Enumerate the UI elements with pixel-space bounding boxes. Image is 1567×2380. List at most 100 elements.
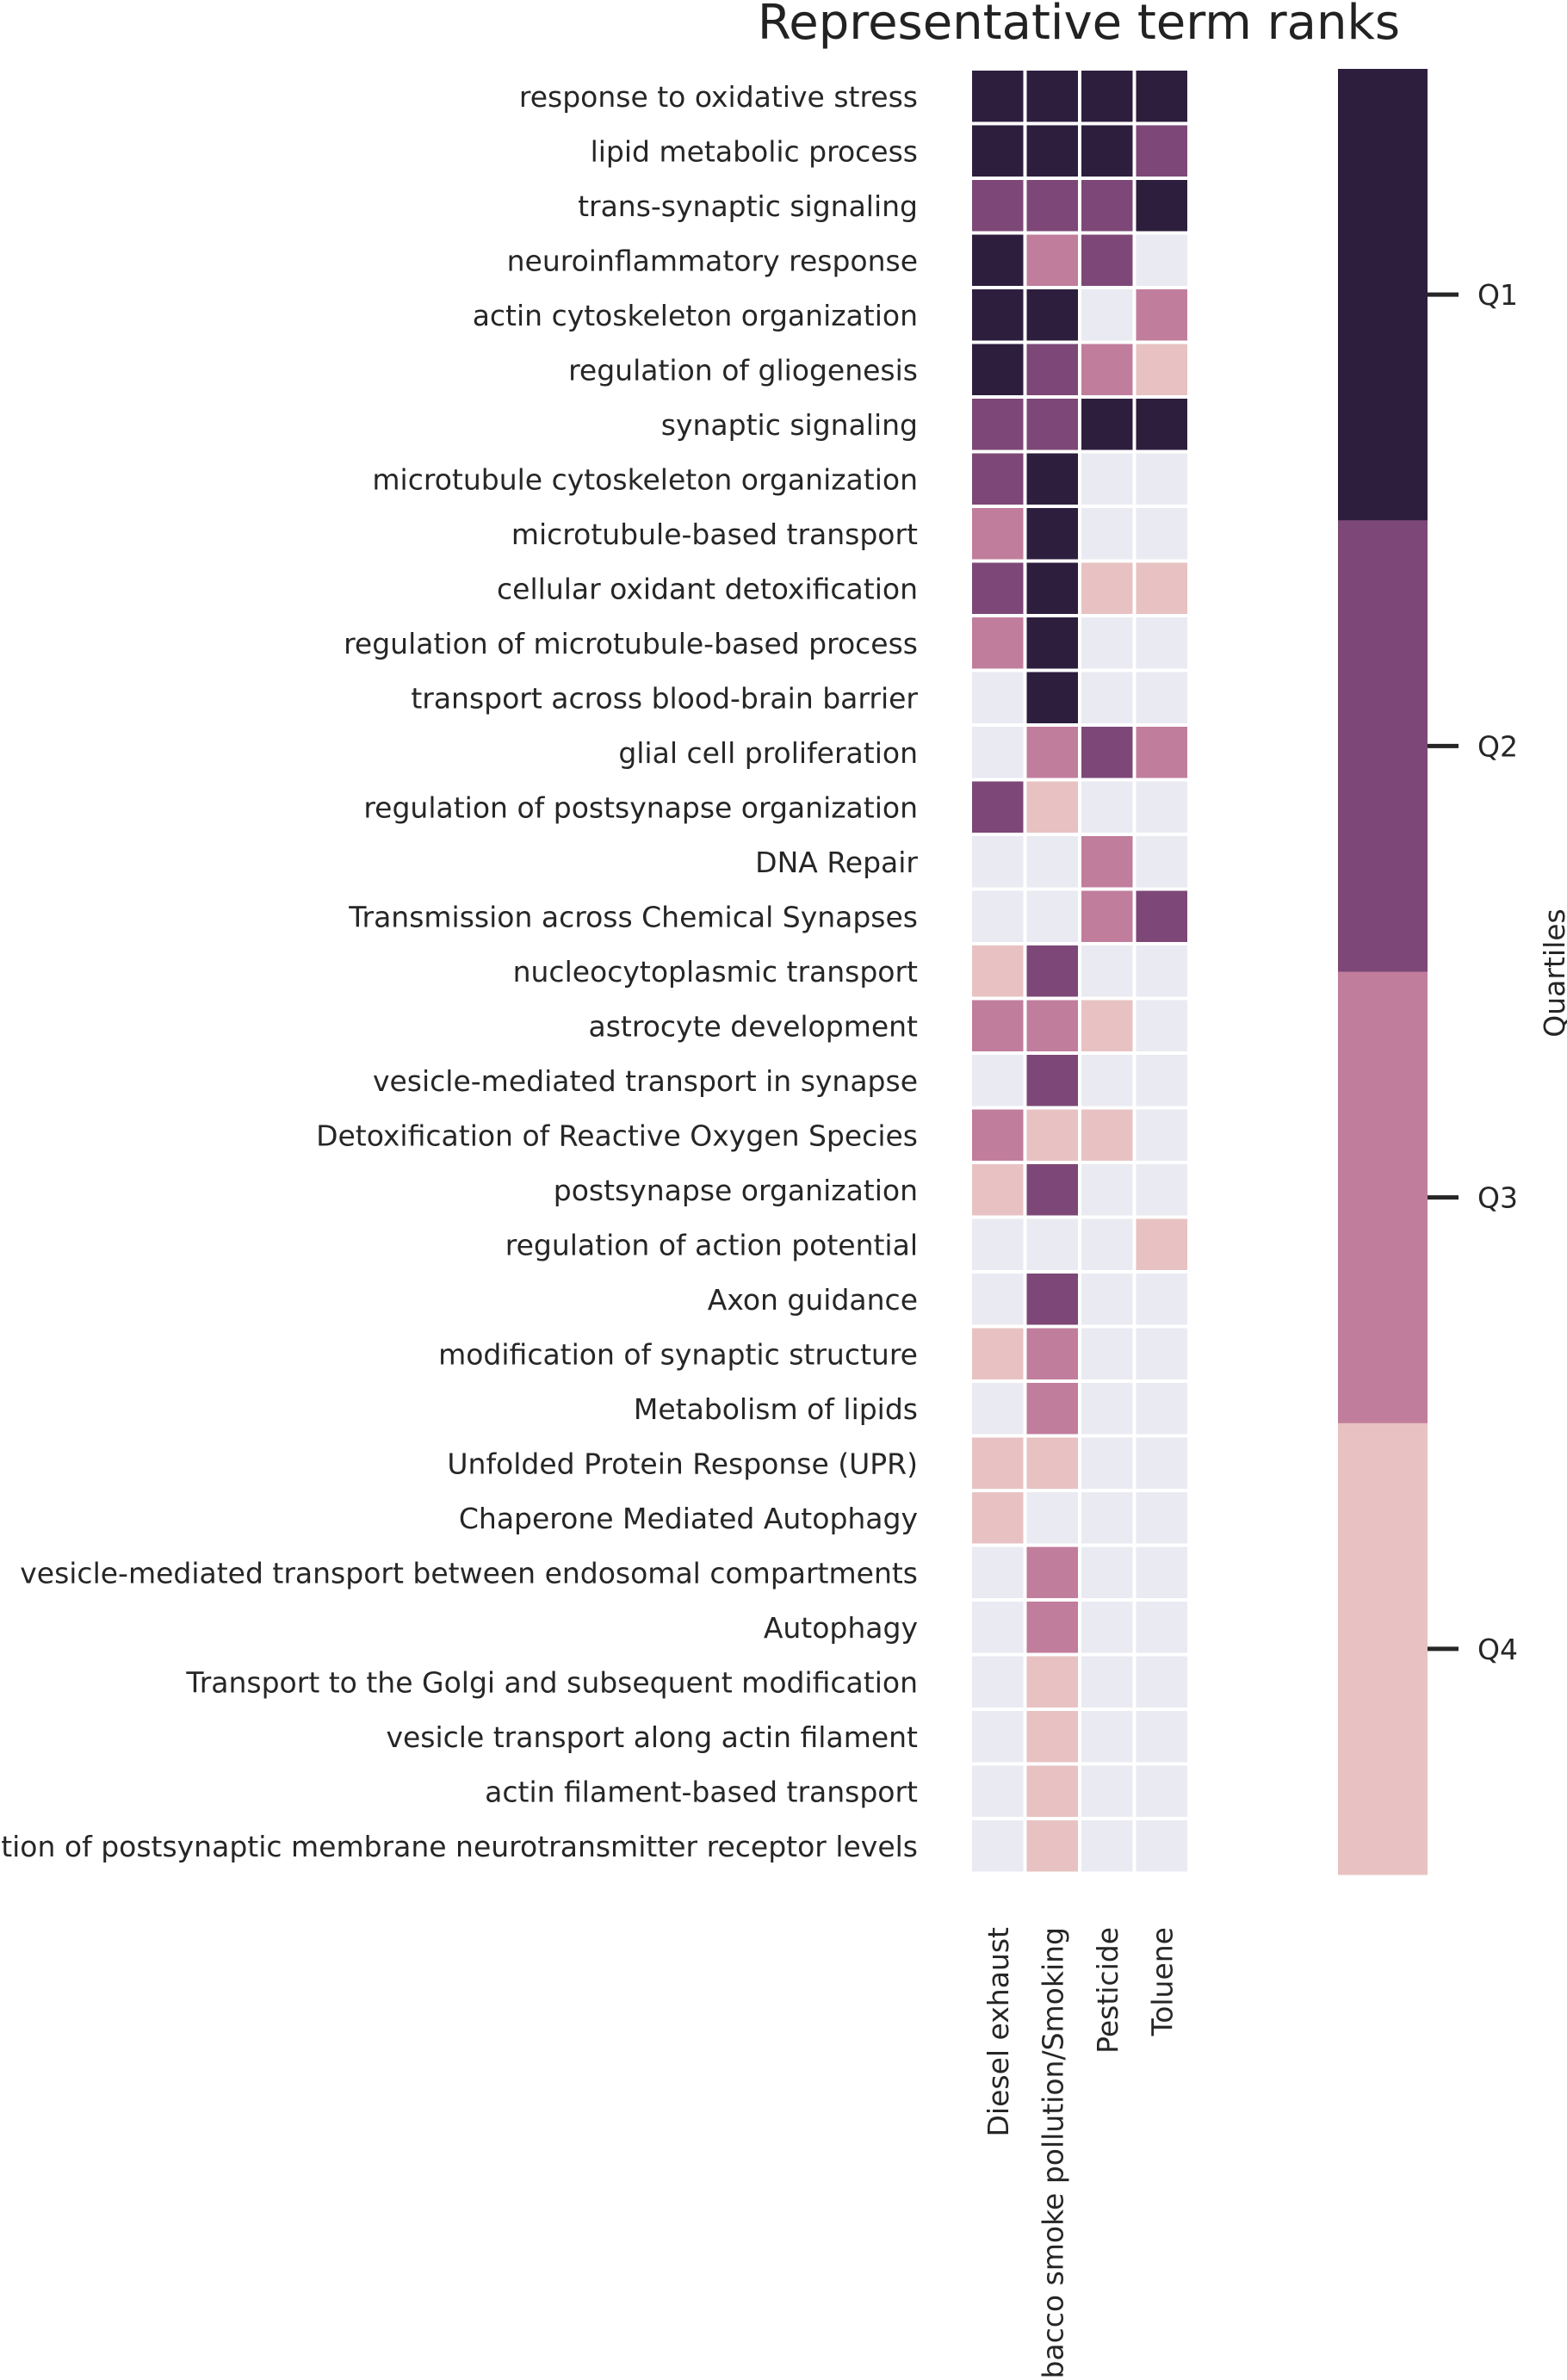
heatmap-cell: [1081, 125, 1133, 177]
heatmap-cell: [1081, 1765, 1133, 1817]
heatmap-cell: [1026, 234, 1078, 286]
column-label: Toluene: [1145, 1927, 1179, 2036]
heatmap-cell: [1136, 1328, 1187, 1379]
heatmap-cell: [1026, 1437, 1078, 1489]
column-label: Tobacco smoke pollution/Smoking: [1036, 1927, 1069, 2380]
heatmap-cell: [972, 180, 1024, 232]
heatmap-cell: [1136, 1000, 1187, 1051]
row-label: Transmission across Chemical Synapses: [348, 900, 918, 933]
heatmap-cell: [1136, 562, 1187, 614]
row-label: astrocyte development: [589, 1009, 919, 1043]
row-label: Unfolded Protein Response (UPR): [447, 1447, 918, 1480]
colorbar-segment: [1338, 69, 1428, 521]
heatmap-cell: [1081, 1602, 1133, 1653]
row-label: microtubule-based transport: [511, 518, 918, 551]
heatmap-cell: [1136, 399, 1187, 450]
heatmap-cell: [1136, 1602, 1187, 1653]
heatmap-cell: [1081, 180, 1133, 232]
heatmap-cell: [1026, 617, 1078, 669]
heatmap-cell: [1136, 508, 1187, 560]
heatmap-cell: [972, 1765, 1024, 1817]
heatmap-cell: [1026, 562, 1078, 614]
heatmap-cell: [972, 1218, 1024, 1270]
heatmap-cell: [1136, 289, 1187, 341]
heatmap-cell: [1136, 1274, 1187, 1325]
heatmap-cell: [1081, 508, 1133, 560]
heatmap-cell: [1136, 1765, 1187, 1817]
heatmap-cell: [1136, 1164, 1187, 1216]
row-label: actin filament-based transport: [485, 1775, 918, 1808]
heatmap-cell: [1026, 71, 1078, 122]
heatmap-cell: [972, 617, 1024, 669]
heatmap-cell: [972, 781, 1024, 833]
row-label: actin cytoskeleton organization: [473, 299, 918, 332]
heatmap-cell: [1026, 1000, 1078, 1051]
heatmap-cell: [972, 289, 1024, 341]
row-label: trans-synaptic signaling: [578, 189, 918, 223]
heatmap-cell: [1081, 617, 1133, 669]
heatmap-cell: [1026, 344, 1078, 395]
heatmap-cell: [1026, 1765, 1078, 1817]
heatmap-cell: [972, 890, 1024, 942]
heatmap-cell: [1026, 1274, 1078, 1325]
row-label: vesicle-mediated transport between endos…: [20, 1556, 918, 1590]
row-label: vesicle transport along actin filament: [386, 1720, 918, 1754]
heatmap-cell: [1136, 1656, 1187, 1708]
row-label: synaptic signaling: [661, 408, 918, 442]
heatmap-cell: [1026, 1328, 1078, 1379]
heatmap-cell: [1026, 1109, 1078, 1161]
heatmap-cell: [1026, 781, 1078, 833]
row-labels: response to oxidative stress lipid metabo…: [0, 80, 918, 1863]
heatmap-cell: [1136, 1492, 1187, 1544]
heatmap-cell: [972, 125, 1024, 177]
heatmap-cell: [1136, 1546, 1187, 1598]
colorbar-tick-label: Q3: [1477, 1181, 1518, 1215]
heatmap-cell: [1081, 672, 1133, 723]
heatmap-cell: [1081, 1820, 1133, 1872]
heatmap-cell: [1081, 1492, 1133, 1544]
heatmap-cell: [1026, 945, 1078, 997]
heatmap-cell: [1136, 344, 1187, 395]
row-label: regulation of gliogenesis: [568, 353, 918, 387]
heatmap-cell: [1136, 617, 1187, 669]
row-label: Detoxification of Reactive Oxygen Specie…: [316, 1119, 918, 1152]
colorbar-segment: [1338, 520, 1428, 972]
heatmap-cell: [1136, 125, 1187, 177]
heatmap-cell: [1026, 1602, 1078, 1653]
heatmap-cell: [1026, 1492, 1078, 1544]
heatmap-cell: [972, 1274, 1024, 1325]
column-labels: Diesel exhaust Tobacco smoke pollution/Sm…: [982, 1927, 1180, 2380]
heatmap-cell: [1081, 1055, 1133, 1106]
heatmap-cell: [1136, 1055, 1187, 1106]
heatmap-cell: [1081, 727, 1133, 778]
heatmap-cell: [972, 562, 1024, 614]
colorbar-segment: [1338, 971, 1428, 1424]
heatmap-cell: [1026, 836, 1078, 888]
heatmap-cell: [972, 399, 1024, 450]
heatmap-cell: [972, 453, 1024, 505]
heatmap-cell: [1081, 1164, 1133, 1216]
heatmap-cell: [1026, 1656, 1078, 1708]
chart-title: Representative term ranks: [758, 0, 1400, 51]
heatmap-cell: [972, 508, 1024, 560]
colorbar-segment: [1338, 1422, 1428, 1875]
heatmap-cell: [972, 344, 1024, 395]
heatmap-cell: [1081, 1328, 1133, 1379]
heatmap-cell: [1026, 180, 1078, 232]
heatmap-cell: [1136, 71, 1187, 122]
heatmap-cell: [972, 1109, 1024, 1161]
heatmap-cell: [1136, 234, 1187, 286]
column-label: Diesel exhaust: [982, 1927, 1015, 2137]
heatmap-cell: [1136, 890, 1187, 942]
heatmap-cell: [1136, 180, 1187, 232]
colorbar-tick-label: Q4: [1477, 1633, 1518, 1666]
heatmap-cell: [1026, 399, 1078, 450]
heatmap-cell: [1026, 727, 1078, 778]
row-label: regulation of postsynaptic membrane neur…: [0, 1830, 918, 1863]
colorbar: Q1 Q2 Q3 Q4: [1338, 69, 1518, 1875]
row-label: microtubule cytoskeleton organization: [372, 462, 918, 496]
heatmap-cell: [1136, 672, 1187, 723]
row-label: Axon guidance: [708, 1283, 918, 1317]
heatmap-cell: [972, 945, 1024, 997]
